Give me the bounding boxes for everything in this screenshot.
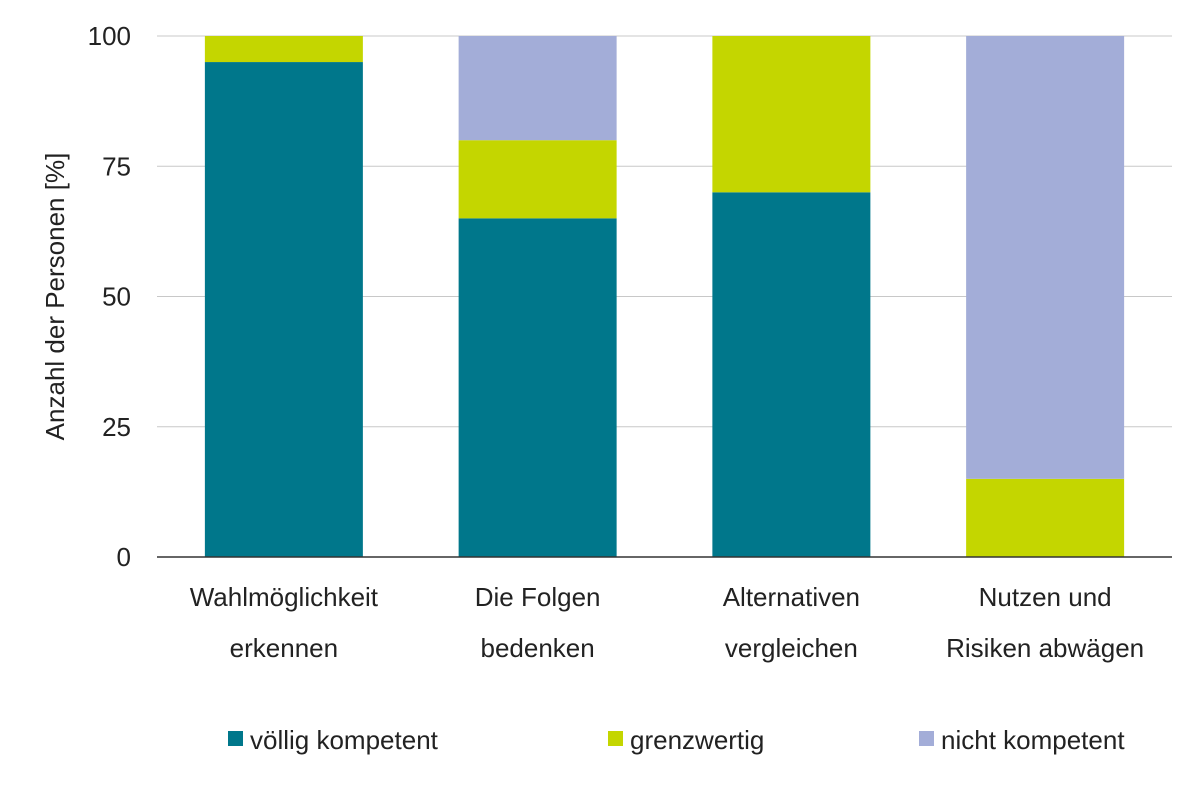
y-tick-label: 75 bbox=[102, 151, 131, 181]
bar-segment bbox=[966, 478, 1125, 557]
bar-segment bbox=[204, 36, 363, 63]
x-category-label: Die Folgen bbox=[475, 582, 601, 612]
bars bbox=[204, 36, 1125, 558]
y-tick-label: 100 bbox=[88, 21, 131, 51]
bar-segment bbox=[458, 218, 617, 557]
x-category-label: Risiken abwägen bbox=[946, 633, 1144, 663]
bar-segment bbox=[204, 62, 363, 558]
y-tick-label: 50 bbox=[102, 282, 131, 312]
bar-segment bbox=[458, 140, 617, 219]
legend-swatch bbox=[228, 731, 243, 746]
bar-segment bbox=[712, 192, 871, 558]
x-category-label: Alternativen bbox=[723, 582, 860, 612]
bar-segment bbox=[966, 36, 1125, 479]
y-axis-ticks: 0 25 50 75 100 bbox=[88, 21, 131, 572]
legend-swatch bbox=[608, 731, 623, 746]
legend-label: grenzwertig bbox=[630, 725, 764, 755]
x-category-label: Nutzen und bbox=[979, 582, 1112, 612]
legend-label: nicht kompetent bbox=[941, 725, 1125, 755]
x-axis-categories: Wahlmöglichkeit erkennen Die Folgen bedenke… bbox=[190, 582, 1144, 663]
x-category-label: bedenken bbox=[481, 633, 595, 663]
legend: völlig kompetent grenzwertig nicht kompete… bbox=[228, 725, 1125, 755]
legend-label: völlig kompetent bbox=[250, 725, 439, 755]
y-tick-label: 25 bbox=[102, 412, 131, 442]
y-axis-title: Anzahl der Personen [%] bbox=[40, 153, 70, 441]
legend-swatch bbox=[919, 731, 934, 746]
bar-segment bbox=[458, 36, 617, 141]
x-category-label: Wahlmöglichkeit bbox=[190, 582, 379, 612]
x-category-label: vergleichen bbox=[725, 633, 858, 663]
y-tick-label: 0 bbox=[117, 542, 131, 572]
x-category-label: erkennen bbox=[230, 633, 338, 663]
bar-segment bbox=[712, 36, 871, 193]
